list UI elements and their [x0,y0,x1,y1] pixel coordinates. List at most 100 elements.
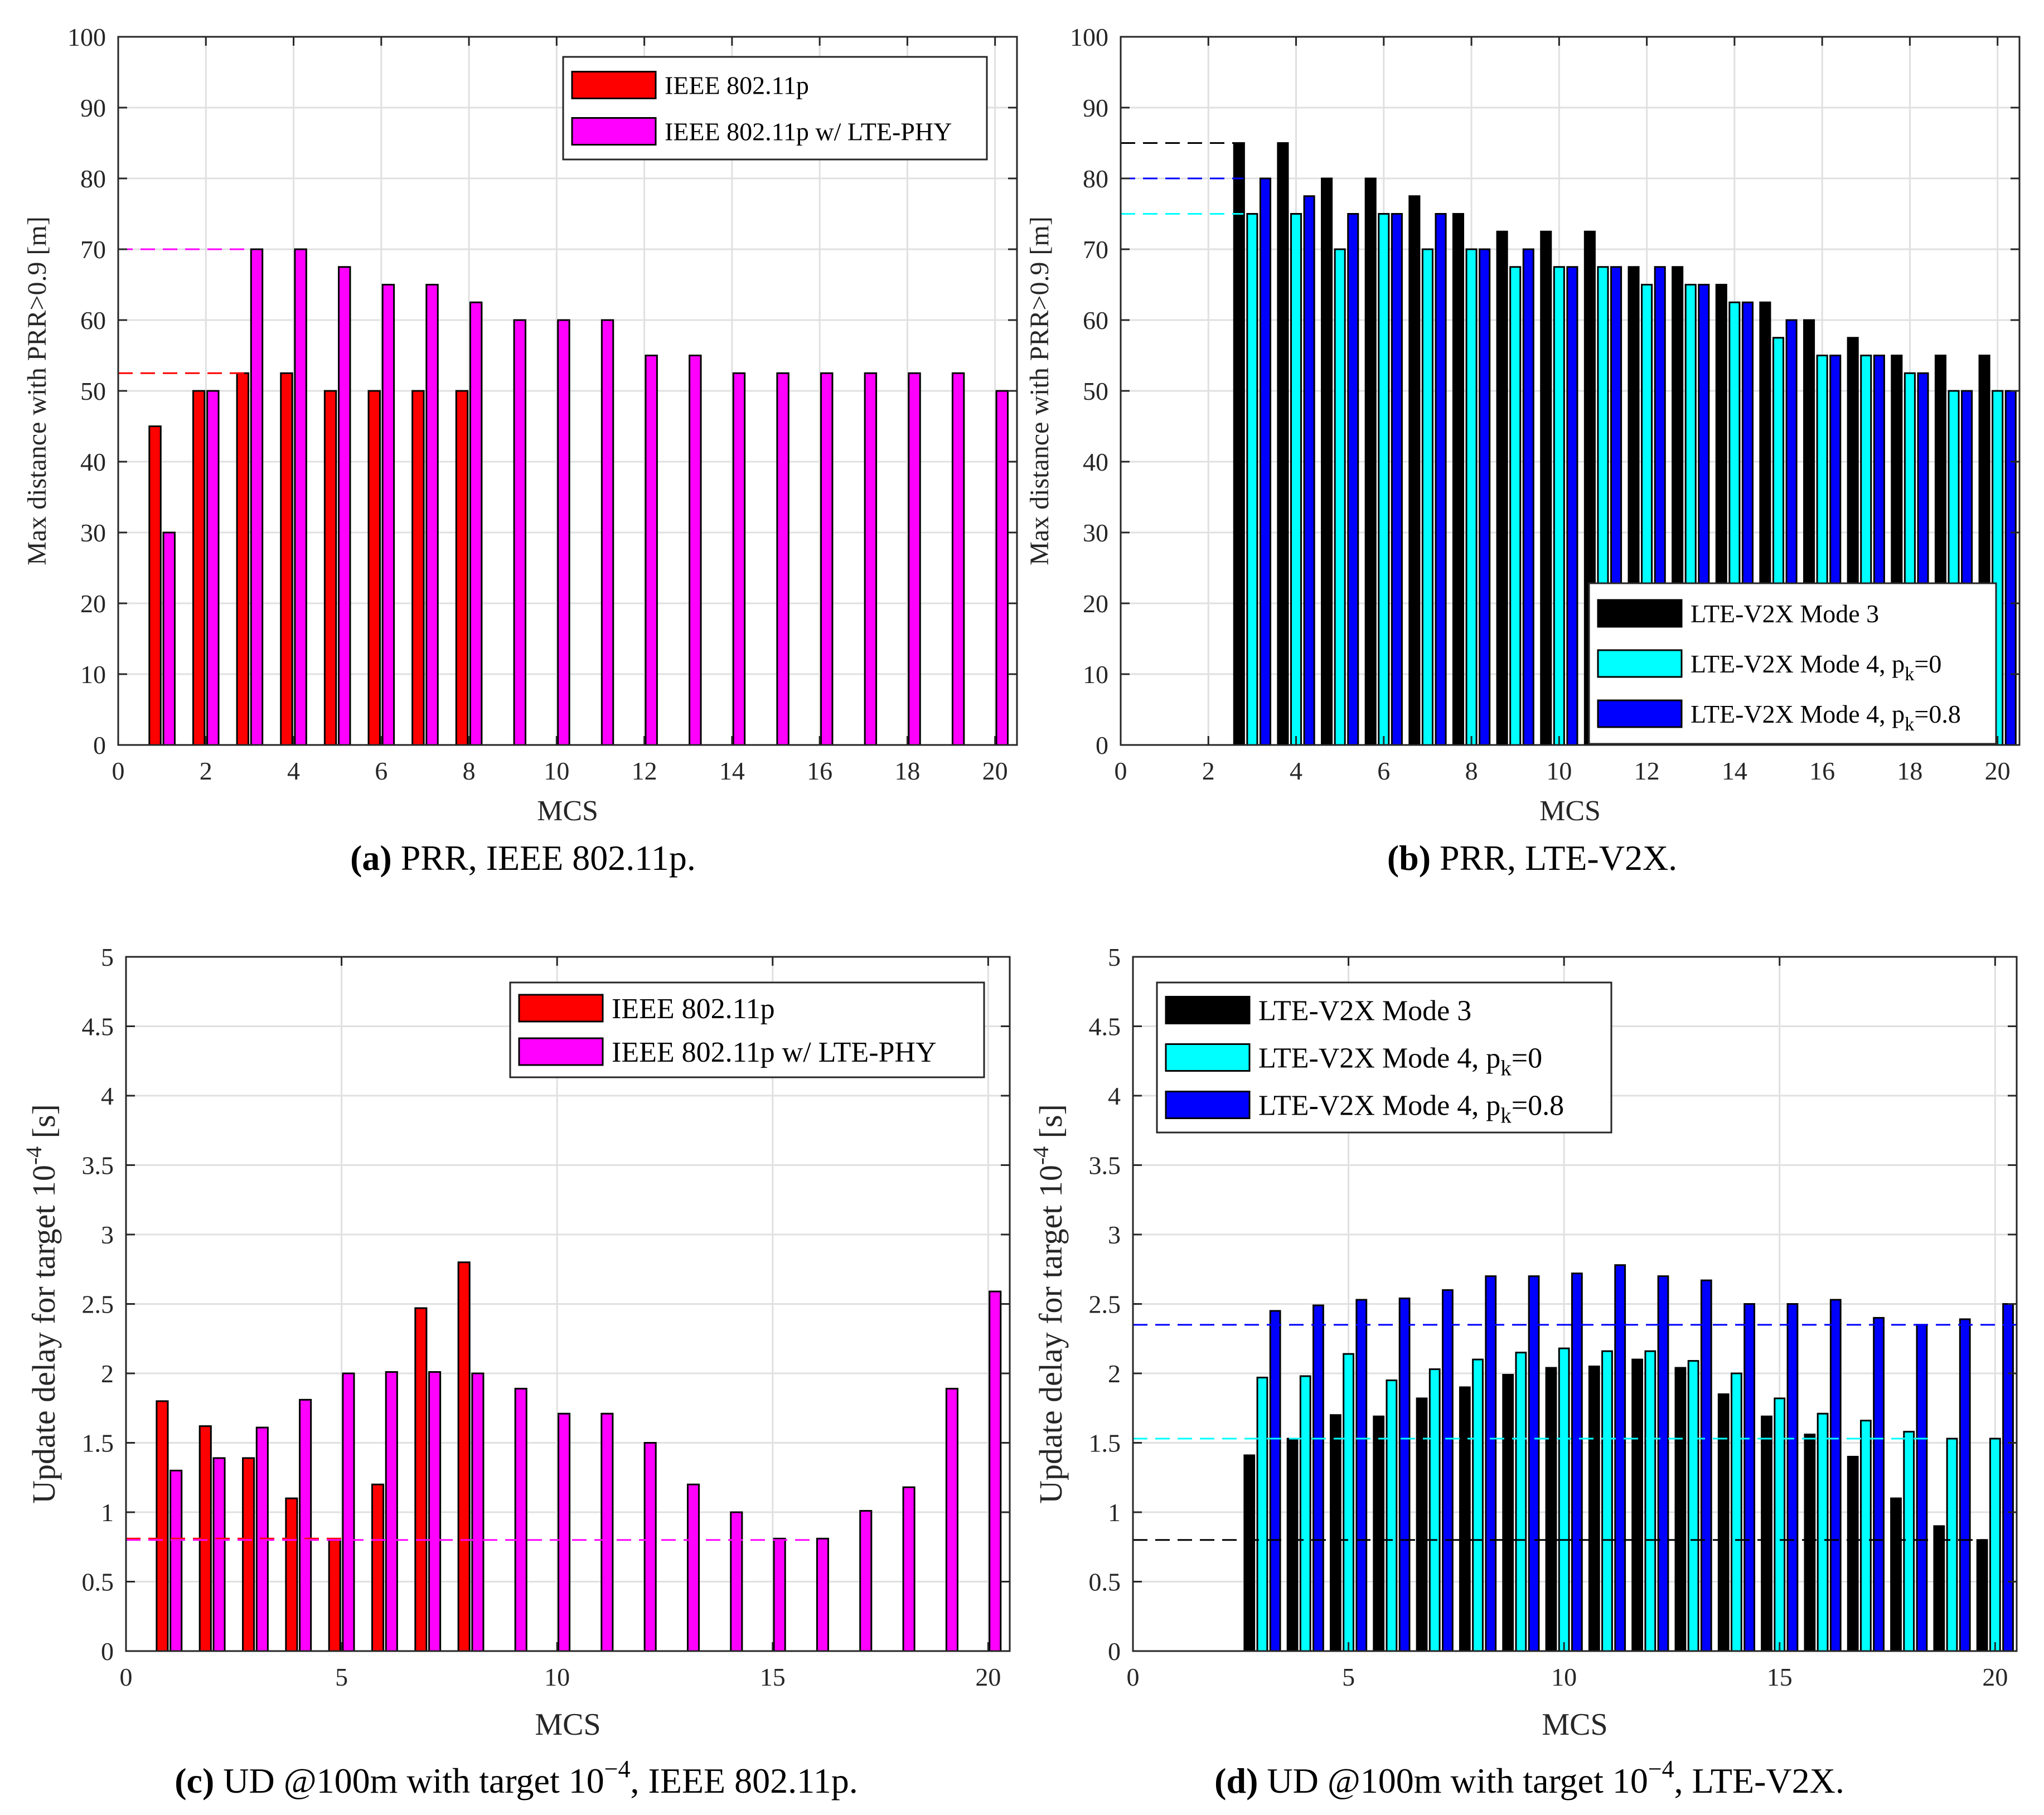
legend-swatch [571,117,657,146]
caption-text: PRR, IEEE 802.11p. [392,838,696,878]
bar [859,1510,873,1652]
bar [1243,1454,1256,1652]
legend-entry-label: IEEE 802.11p [612,993,775,1025]
bar [1614,1264,1626,1652]
legend-swatch [1597,699,1683,728]
y-tick-label: 0 [1108,1637,1121,1666]
bar [1290,213,1302,746]
y-tick-label: 100 [67,23,106,51]
bar [1398,1298,1411,1652]
bar [1509,266,1522,746]
legend-entry-name: LTE-V2X Mode 4, p [1258,1043,1500,1075]
bar [995,390,1009,746]
y-tick-label: 40 [80,448,106,476]
bar [323,390,337,746]
bar [513,319,527,746]
y-axis-label: Update delay for target 10-4 [s] [21,1104,62,1504]
bar [1588,1366,1600,1652]
bar [1553,266,1565,746]
bar [1303,195,1315,746]
legend-entry-label: IEEE 802.11p w/ LTE-PHY [665,118,952,146]
caption: (a) PRR, IEEE 802.11p. [350,838,696,878]
legend-swatch [1165,1043,1251,1072]
x-tick-label: 5 [1342,1663,1355,1691]
bar [1421,248,1433,746]
y-tick-label: 0.5 [82,1568,114,1596]
x-tick-label: 10 [544,1663,570,1691]
bar [1566,266,1578,746]
bar [1321,177,1333,746]
bar [328,1539,341,1652]
caption-sup: −4 [1648,1755,1674,1783]
bar [385,1371,398,1652]
bar [1515,1352,1527,1652]
y-tick-label: 5 [1108,943,1121,971]
bar [1545,1367,1557,1652]
bar [162,531,176,746]
bar [776,372,789,746]
y-tick-label: 50 [1083,377,1108,405]
y-tick-label: 4 [101,1082,114,1110]
bar [945,1387,958,1652]
bar [1786,1303,1799,1652]
bar [902,1486,916,1652]
bar [1522,248,1534,746]
bar [1435,213,1447,746]
bar [1347,213,1359,746]
x-tick-label: 0 [1115,757,1127,785]
y-tick-label: 70 [1083,235,1108,264]
bar [1829,1299,1842,1652]
caption-letter: (d) [1214,1761,1258,1801]
x-tick-label: 12 [1634,757,1660,785]
bar [732,372,746,746]
legend-entry-label: LTE-V2X Mode 4, pk=0.8 [1691,700,1961,735]
chart-panel-a: 0 2 4 6 8 10 12 14 16 18 20 0 10 20 30 40 50 60 70 80 90 100 M… [22,23,1018,878]
legend-entry-suffix: =0.8 [1914,700,1960,728]
bar [600,1412,614,1652]
legend-entry-name: LTE-V2X Mode 4, p [1258,1090,1500,1122]
bar [428,1371,442,1652]
bar [1644,1350,1656,1652]
y-axis-label: Max distance with PRR>0.9 [m] [1025,216,1054,565]
x-tick-label: 20 [1985,757,2011,785]
y-tick-label: 70 [80,235,106,264]
x-tick-label: 8 [463,757,476,785]
legend-swatch [1597,649,1683,678]
chart-panel-d: 0 5 10 15 20 0 0.5 1 1.5 2 2.5 3 3.5 4 4.5 5 MCS Update d… [1028,943,2018,1801]
bar [250,248,264,746]
x-tick-label: 15 [760,1663,786,1691]
bar [381,284,395,746]
legend-swatch [518,1037,604,1066]
y-tick-label: 90 [1083,94,1108,122]
x-tick-label: 16 [1809,757,1835,785]
bar [236,372,250,746]
bar [1959,1318,1971,1652]
bar [1233,142,1245,746]
legend-entry-label: IEEE 802.11p w/ LTE-PHY [612,1037,937,1068]
legend-entry-name: IEEE 802.11p w/ LTE-PHY [665,118,952,146]
y-tick-label: 0 [101,1637,114,1666]
bar [299,1398,312,1652]
bar [1540,230,1552,746]
bar [1269,1310,1281,1652]
legend-entry-suffix: =0 [1512,1043,1542,1075]
y-tick-label: 2 [101,1359,114,1388]
bar [1817,1412,1829,1652]
caption-text: PRR, LTE-V2X. [1431,838,1677,878]
x-tick-label: 14 [1722,757,1747,785]
bar [1601,1350,1613,1652]
x-tick-label: 8 [1465,757,1478,785]
bar [1558,1347,1570,1652]
caption-tail: , LTE-V2X. [1674,1761,1844,1801]
bar [730,1511,743,1652]
y-tick-label: 1.5 [82,1429,114,1458]
x-tick-label: 15 [1767,1663,1793,1691]
bar [1761,1415,1772,1652]
bar [1452,213,1465,746]
bar [1496,230,1508,746]
y-tick-label: 4.5 [82,1013,114,1041]
bar [1416,1397,1428,1652]
y-axis-label-tail: [s] [1033,1104,1069,1146]
bar [1277,142,1289,746]
